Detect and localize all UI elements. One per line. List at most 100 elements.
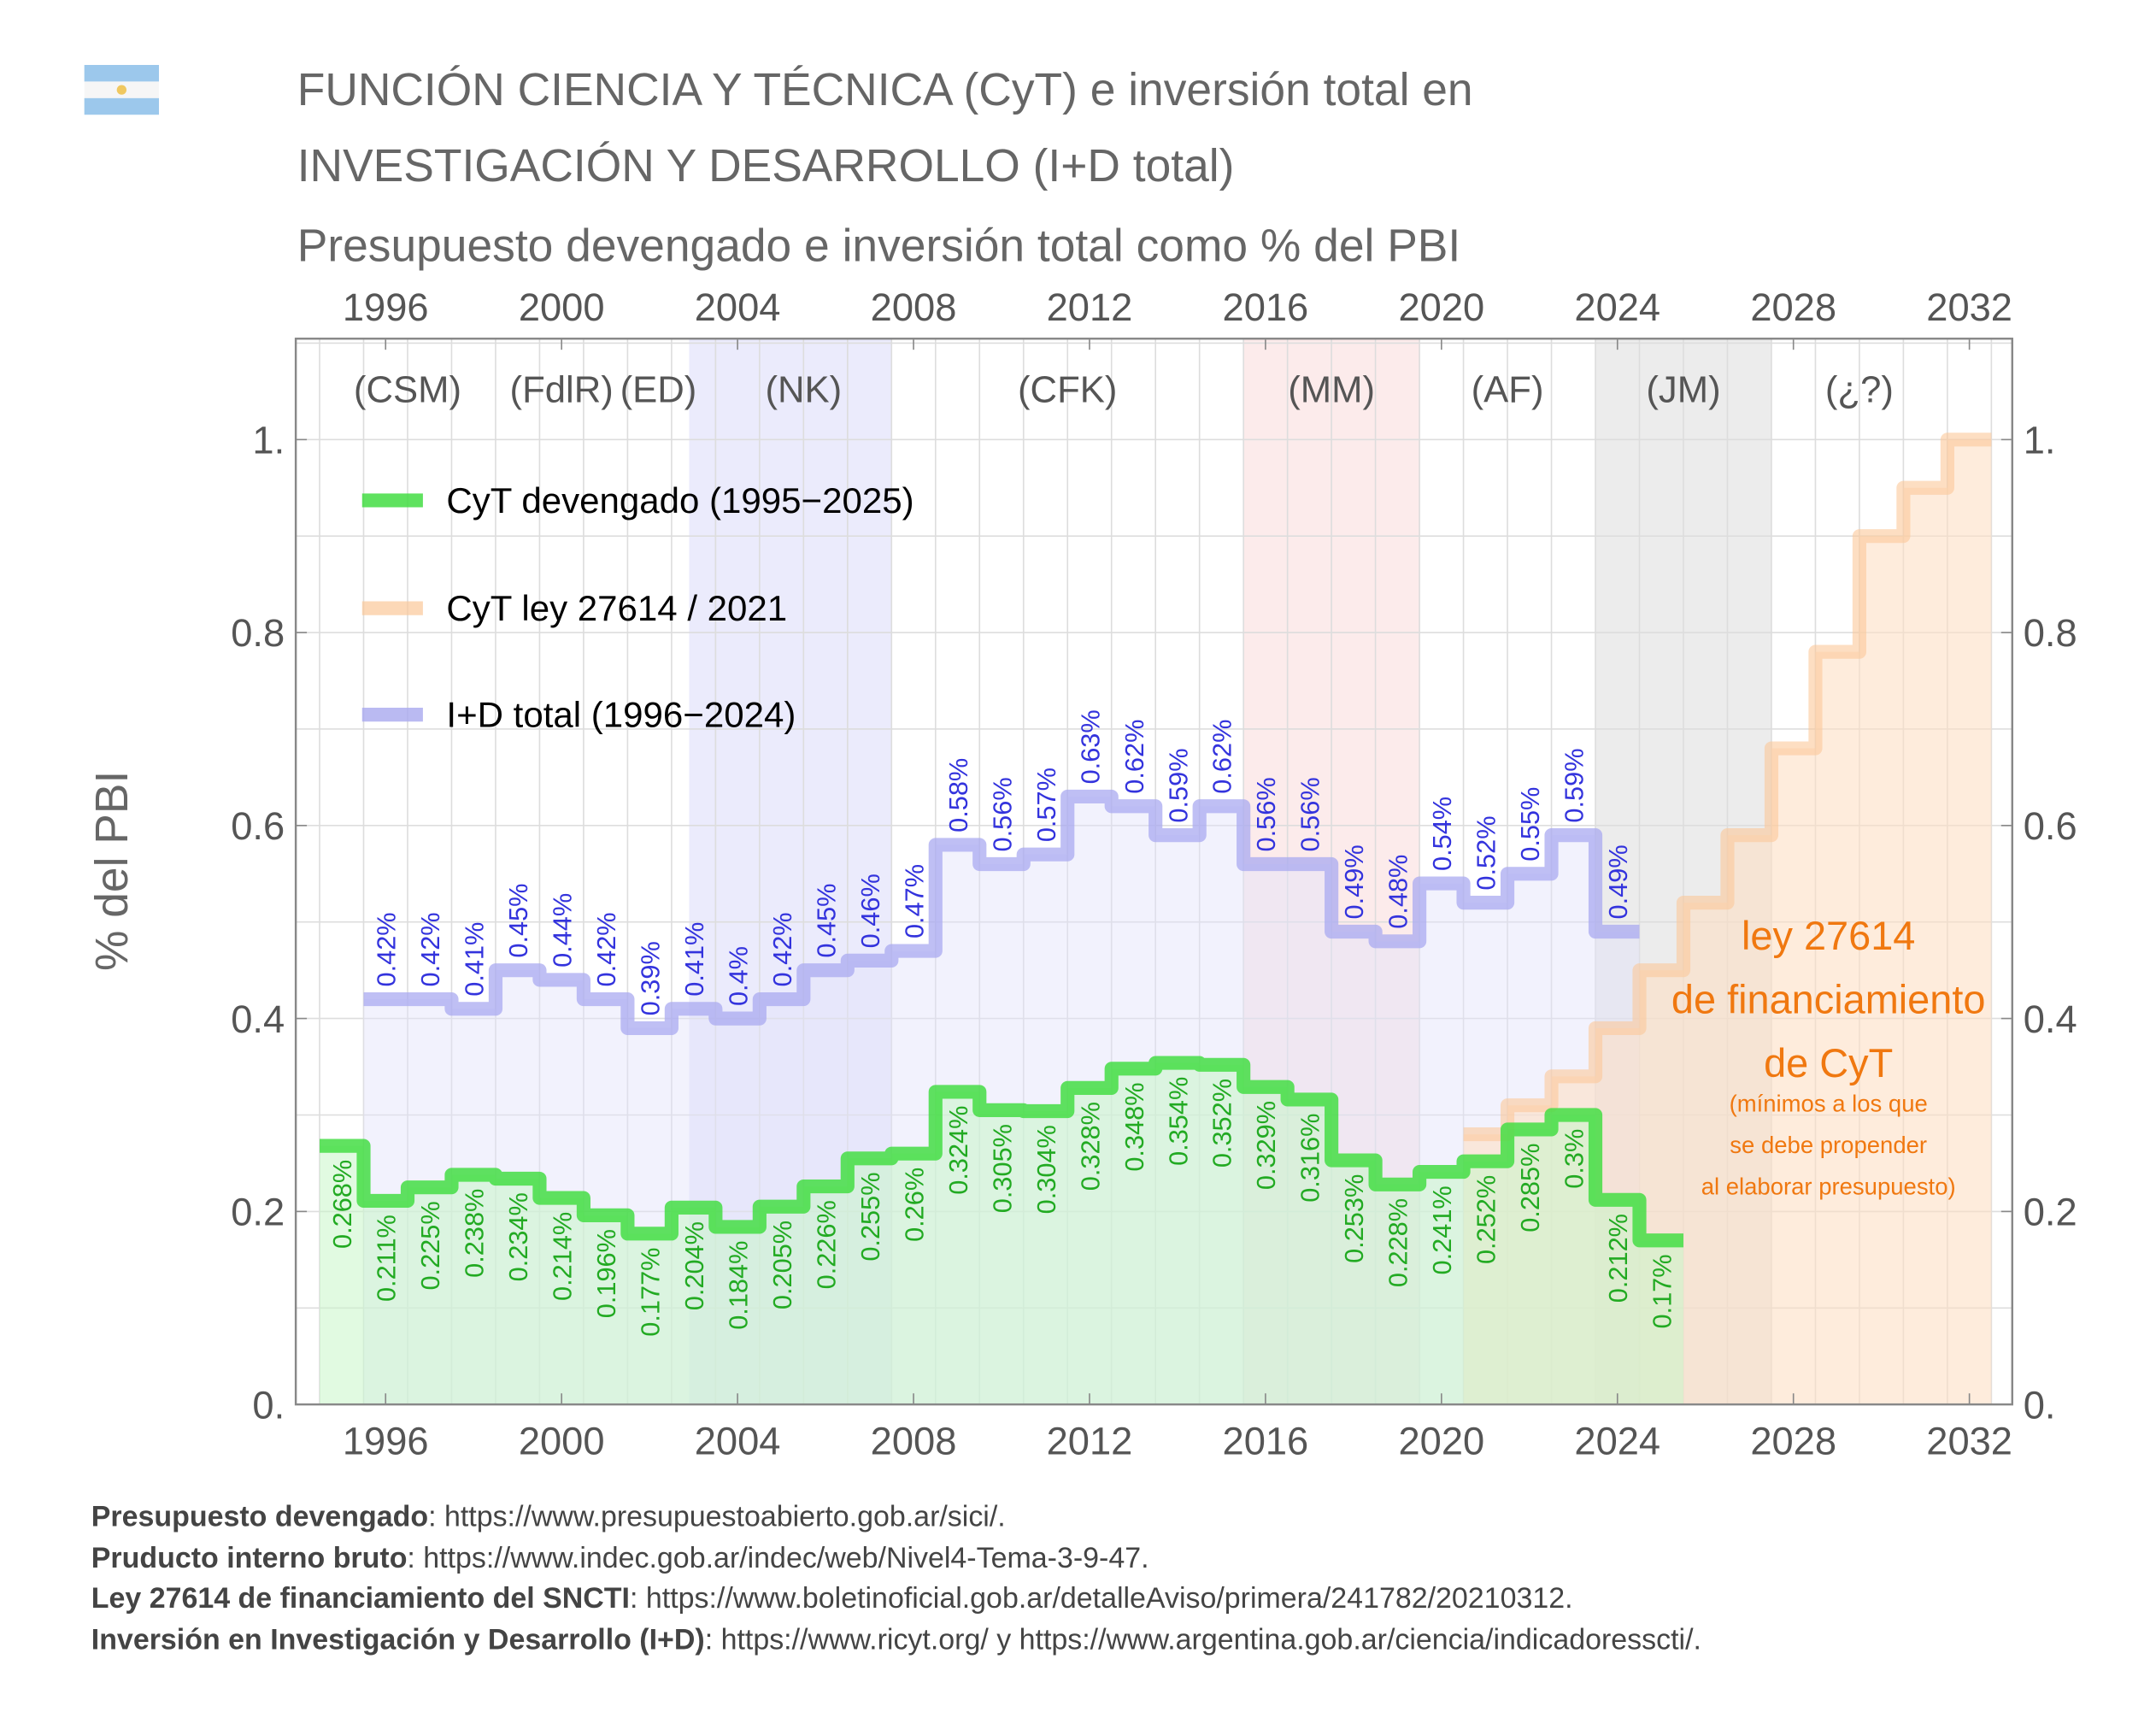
data-label-id: 0.45%: [811, 884, 841, 958]
x-tick-label: 2024: [1574, 1419, 1660, 1462]
y-tick-label-right: 0.2: [2024, 1191, 2077, 1234]
data-label-cyt: 0.241%: [1427, 1185, 1457, 1274]
annotation-note1: (mínimos a los que: [1730, 1090, 1928, 1116]
legend: CyT devengado (1995−2025) CyT ley 27614 …: [361, 480, 914, 735]
y-tick-label: 0.8: [231, 611, 285, 655]
data-label-id: 0.59%: [1560, 748, 1589, 822]
sources: Presupuesto devengado: https://www.presu…: [91, 1500, 1701, 1656]
chart-subtitle: Presupuesto devengado e inversión total …: [297, 221, 1461, 272]
data-label-id: 0.58%: [943, 758, 973, 832]
plot-frame: [294, 338, 2013, 1406]
x-tick-label: 1996: [343, 1419, 429, 1462]
data-label-cyt: 0.3%: [1560, 1129, 1589, 1189]
data-label-id: 0.41%: [460, 922, 490, 997]
data-label-id: 0.48%: [1383, 855, 1413, 929]
data-labels: 0.268% 0.211% 0.225% 0.238% 0.234% 0.214% 0.19…: [327, 709, 1677, 1336]
x-tick-label-top: 2004: [695, 285, 781, 329]
data-label-cyt: 0.305%: [987, 1124, 1017, 1213]
data-label-cyt: 0.268%: [327, 1160, 357, 1249]
law-annotation: ley 27614 de financiamiento de CyT (míni…: [1671, 914, 1986, 1199]
period-label: (AF): [1472, 369, 1544, 411]
data-label-cyt: 0.352%: [1207, 1079, 1237, 1168]
source-4: Inversión en Investigación y Desarrollo …: [91, 1623, 1701, 1656]
data-label-id: 0.42%: [591, 912, 621, 986]
y-tick-label: 0.: [252, 1383, 285, 1427]
x-tick-label: 2008: [871, 1419, 957, 1462]
period-label: (¿?): [1825, 369, 1894, 411]
y-tick-label-right: 0.: [2024, 1383, 2056, 1427]
data-label-id: 0.62%: [1119, 720, 1149, 794]
data-label-id: 0.4%: [723, 946, 753, 1006]
period-label: (NK): [765, 369, 842, 411]
y-tick-label: 0.6: [231, 804, 285, 848]
annotation-line1: ley 27614: [1742, 914, 1915, 958]
y-tick-label: 0.2: [231, 1191, 285, 1234]
y-tick-label: 1.: [252, 418, 285, 462]
source-1: Presupuesto devengado: https://www.presu…: [91, 1500, 1006, 1533]
annotation-line2: de financiamiento: [1671, 977, 1986, 1021]
x-tick-label-top: 2008: [871, 285, 957, 329]
data-label-cyt: 0.354%: [1163, 1077, 1193, 1166]
period-label: (CFK): [1018, 369, 1117, 411]
data-label-id: 0.59%: [1163, 748, 1193, 822]
legend-label-ley: CyT ley 27614 / 2021: [446, 588, 787, 628]
x-tick-label-top: 2012: [1047, 285, 1133, 329]
line-cyt-ley: [1463, 432, 1992, 1142]
y-tick-label-right: 0.8: [2024, 611, 2077, 655]
data-label-id: 0.56%: [1295, 777, 1325, 851]
data-label-cyt: 0.205%: [767, 1221, 797, 1309]
data-label-cyt: 0.17%: [1648, 1254, 1677, 1328]
data-label-cyt: 0.238%: [460, 1189, 490, 1278]
chart-title-line1: FUNCIÓN CIENCIA Y TÉCNICA (CyT) e invers…: [297, 65, 1473, 115]
period-label: (ED): [620, 369, 697, 411]
y-axis-label: % del PBI: [87, 771, 138, 971]
data-label-id: 0.42%: [372, 912, 402, 986]
data-label-cyt: 0.196%: [591, 1229, 621, 1318]
data-label-cyt: 0.214%: [547, 1212, 577, 1301]
period-labels: (CSM) (FdlR) (ED) (NK) (CFK) (MM) (AF) (JM) (¿?): [354, 369, 1894, 411]
data-label-id: 0.63%: [1075, 709, 1105, 784]
data-label-cyt: 0.228%: [1383, 1198, 1413, 1287]
data-label-cyt: 0.285%: [1515, 1144, 1545, 1233]
data-label-cyt: 0.329%: [1251, 1101, 1281, 1190]
x-tick-label: 2004: [695, 1419, 781, 1462]
y-tick-label-right: 0.4: [2024, 997, 2077, 1041]
data-label-cyt: 0.226%: [811, 1200, 841, 1289]
x-tick-label: 2020: [1398, 1419, 1484, 1462]
x-tick-label: 2012: [1047, 1419, 1133, 1462]
data-label-cyt: 0.324%: [943, 1106, 973, 1195]
data-label-id: 0.54%: [1427, 797, 1457, 871]
data-label-id: 0.56%: [987, 777, 1017, 851]
source-3: Ley 27614 de financiamiento del SNCTI: h…: [91, 1582, 1573, 1615]
data-label-id: 0.49%: [1603, 844, 1633, 919]
x-tick-label-top: 2024: [1574, 285, 1660, 329]
x-tick-label: 2016: [1223, 1419, 1309, 1462]
annotation-line3: de CyT: [1764, 1041, 1893, 1085]
data-label-cyt: 0.211%: [372, 1215, 402, 1302]
x-tick-label-top: 2020: [1398, 285, 1484, 329]
data-label-id: 0.47%: [899, 864, 929, 938]
data-label-id: 0.42%: [415, 912, 445, 986]
data-label-cyt: 0.255%: [855, 1172, 885, 1261]
chart-title-line2: INVESTIGACIÓN Y DESARROLLO (I+D total): [297, 141, 1235, 191]
axes: 1996 1996 2000 2000 2004 2004 2008 2008 2012 2012…: [231, 285, 2077, 1462]
data-label-cyt: 0.348%: [1119, 1082, 1149, 1171]
data-label-id: 0.57%: [1031, 768, 1061, 842]
data-label-id: 0.49%: [1339, 844, 1369, 919]
y-tick-label-right: 0.6: [2024, 804, 2077, 848]
source-2: Pruducto interno bruto: https://www.inde…: [91, 1542, 1149, 1574]
annotation-note3: al elaborar presupuesto): [1701, 1173, 1956, 1199]
legend-label-cyt: CyT devengado (1995−2025): [446, 480, 914, 521]
period-label: (FdlR): [510, 369, 614, 411]
data-label-cyt: 0.212%: [1603, 1214, 1633, 1303]
x-tick-label-top: 1996: [343, 285, 429, 329]
data-label-id: 0.44%: [547, 893, 577, 968]
data-label-id: 0.46%: [855, 874, 885, 948]
data-label-id: 0.42%: [767, 912, 797, 986]
data-label-id: 0.52%: [1472, 815, 1501, 890]
series-lines: [320, 432, 1992, 1248]
x-tick-label: 2000: [519, 1419, 605, 1462]
fill-cyt-devengado: [320, 1062, 1683, 1405]
data-label-cyt: 0.225%: [415, 1201, 445, 1290]
